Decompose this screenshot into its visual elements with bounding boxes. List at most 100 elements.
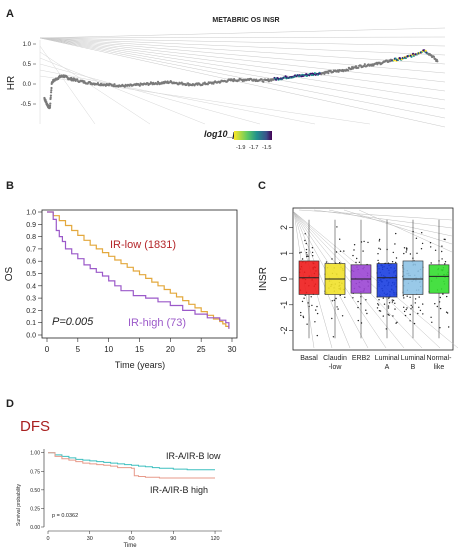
panel-c-jitter-point xyxy=(429,242,432,244)
panel-c-jitter-point xyxy=(392,299,395,302)
panel-a-ytick-label: 1.0 xyxy=(23,42,32,48)
panel-c-jitter-point xyxy=(406,249,408,251)
panel-a-point xyxy=(432,55,435,58)
panel-b-curve-ir-high xyxy=(47,211,230,329)
panel-c-jitter-point xyxy=(311,247,314,249)
panel-c-chart: INSR -2 -1 0 1 2 Basal Claudin -low ERB2 Luminal… xyxy=(258,207,458,371)
panel-d-curve-high xyxy=(48,452,215,479)
panel-d-chart: DFS Survival probability Time 0 30 60 90 120… xyxy=(16,418,222,549)
panel-c-xtick-label: A xyxy=(385,364,390,371)
panel-a-point xyxy=(49,104,52,107)
panel-c-jitter-point xyxy=(325,261,328,263)
panel-c-fan-line xyxy=(358,209,453,253)
panel-c-jitter-point xyxy=(387,307,390,309)
panel-c-jitter-point xyxy=(391,261,394,263)
panel-a-point xyxy=(49,96,52,99)
panel-b-ytick-label: 0.5 xyxy=(26,271,36,278)
panel-c-jitter-point xyxy=(403,310,406,313)
panel-b-xlabel: Time (years) xyxy=(115,360,165,370)
panel-c-jitter-point xyxy=(312,255,314,257)
panel-c-jitter-point xyxy=(336,226,338,228)
panel-a-point xyxy=(96,82,99,85)
panel-a-point xyxy=(49,94,53,97)
panel-d-high-label: IR-A/IR-B high xyxy=(150,485,208,495)
panel-c-jitter-point xyxy=(331,317,333,320)
panel-c-jitter-point xyxy=(388,297,390,299)
panel-b-ylabel: OS xyxy=(4,266,15,281)
panel-c-fan-line xyxy=(293,211,351,349)
panel-c-jitter-point xyxy=(358,261,361,263)
panel-c-jitter-point xyxy=(431,321,433,323)
panel-c-jitter-point xyxy=(379,310,382,312)
panel-c-jitter-point xyxy=(406,295,408,297)
panel-c-jitter-point xyxy=(377,253,379,255)
panel-c-jitter-point xyxy=(377,303,379,305)
panel-b-low-label: IR-low (1831) xyxy=(110,239,176,251)
panel-d-low-label: IR-A/IR-B low xyxy=(166,451,221,461)
panel-c-jitter-point xyxy=(357,300,359,303)
panel-c-jitter-point xyxy=(301,258,304,260)
panel-c-jitter-point xyxy=(418,306,420,308)
panel-a-point xyxy=(363,63,366,66)
panel-c-jitter-point xyxy=(441,258,443,260)
panel-c-jitter-point xyxy=(344,296,346,298)
panel-c-jitter-point xyxy=(414,302,416,304)
panel-a-fan-line xyxy=(39,37,446,110)
panel-c-jitter-point xyxy=(395,322,397,324)
panel-a-point xyxy=(156,83,159,86)
panel-c-jitter-point xyxy=(357,319,359,322)
panel-a-ylabel: HR xyxy=(6,76,17,90)
panel-c-jitter-point xyxy=(316,334,318,337)
panel-c-jitter-point xyxy=(378,240,380,242)
panel-c-fan-line xyxy=(343,209,453,245)
panel-c-jitter-point xyxy=(402,295,404,297)
panel-c-jitter-point xyxy=(385,328,387,330)
panel-c-jitter-point xyxy=(445,311,448,313)
panel-a-point xyxy=(327,72,330,75)
panel-b-ytick-label: 0.4 xyxy=(26,283,36,290)
panel-c-jitter-point xyxy=(304,233,306,235)
panel-d-ytick-label: 1.00 xyxy=(30,451,40,457)
panel-c-jitter-point xyxy=(306,254,308,256)
panel-c-jitter-point xyxy=(300,251,302,253)
panel-c-jitter-point xyxy=(405,251,407,253)
panel-c-jitter-point xyxy=(410,308,412,310)
panel-c-jitter-point xyxy=(416,252,418,254)
panel-c-jitter-point xyxy=(406,307,408,309)
panel-c-jitter-point xyxy=(387,313,389,315)
panel-c-jitter-point xyxy=(378,238,381,241)
panel-b-label: B xyxy=(6,180,14,192)
panel-c-jitter-point xyxy=(409,296,411,298)
panel-b-xtick-label: 0 xyxy=(45,345,50,354)
panel-a-chart: METABRIC OS INSR HR -0.5 0.0 0.5 1.0 log10_… xyxy=(6,17,446,151)
panel-c-jitter-point xyxy=(414,298,417,300)
panel-a-fan-line xyxy=(39,37,446,74)
panel-c-xtick-label: Luminal xyxy=(401,355,426,362)
panel-c-jitter-point xyxy=(352,297,354,299)
panel-c-jitter-point xyxy=(337,308,339,310)
panel-c-jitter-point xyxy=(378,299,380,301)
panel-c-ytick-label: -1 xyxy=(279,301,289,309)
panel-c-box xyxy=(376,263,398,298)
panel-c-jitter-point xyxy=(377,304,380,306)
panel-c-jitter-point xyxy=(353,249,355,251)
panel-b-xtick-label: 5 xyxy=(76,345,81,354)
panel-c-jitter-point xyxy=(314,321,316,323)
panel-a-point xyxy=(410,55,413,58)
panel-c-jitter-point xyxy=(333,299,335,301)
panel-c-jitter-point xyxy=(409,320,411,322)
panel-c-xtick-label: -low xyxy=(329,364,343,371)
panel-c-jitter-point xyxy=(395,232,397,235)
panel-c-jitter-point xyxy=(444,263,446,265)
panel-a-fan-line xyxy=(39,37,446,56)
panel-a-label: A xyxy=(6,8,14,20)
panel-c-jitter-point xyxy=(304,239,306,242)
panel-a-point xyxy=(180,81,183,84)
panel-a-fan-line xyxy=(39,63,261,125)
panel-b-ytick-label: 0.0 xyxy=(26,333,36,340)
panel-c-jitter-point xyxy=(343,250,345,252)
panel-c-ytick-label: 0 xyxy=(279,276,289,281)
panel-c-jitter-point xyxy=(391,301,394,303)
panel-b-ytick-label: 0.7 xyxy=(26,246,36,253)
panel-a-fan-line xyxy=(39,45,96,125)
